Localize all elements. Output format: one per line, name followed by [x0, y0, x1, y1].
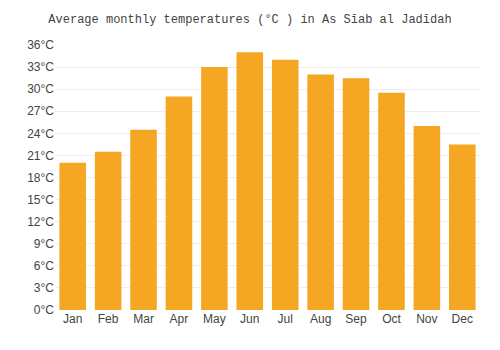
svg-text:30°C: 30°C: [27, 82, 54, 96]
svg-text:15°C: 15°C: [27, 193, 54, 207]
svg-text:Oct: Oct: [382, 312, 401, 326]
svg-text:Jan: Jan: [63, 312, 82, 326]
svg-text:Jun: Jun: [240, 312, 259, 326]
svg-text:Jul: Jul: [278, 312, 293, 326]
svg-text:36°C: 36°C: [27, 38, 54, 52]
svg-text:0°C: 0°C: [34, 303, 54, 317]
svg-text:Average monthly temperatures (: Average monthly temperatures (°C ) in As…: [48, 13, 451, 27]
svg-text:Feb: Feb: [98, 312, 119, 326]
svg-text:9°C: 9°C: [34, 237, 54, 251]
svg-text:12°C: 12°C: [27, 215, 54, 229]
svg-text:24°C: 24°C: [27, 127, 54, 141]
svg-text:Mar: Mar: [133, 312, 154, 326]
svg-text:Dec: Dec: [452, 312, 473, 326]
svg-text:May: May: [203, 312, 226, 326]
svg-text:Apr: Apr: [170, 312, 189, 326]
svg-text:6°C: 6°C: [34, 259, 54, 273]
svg-text:Nov: Nov: [416, 312, 437, 326]
svg-text:18°C: 18°C: [27, 171, 54, 185]
svg-text:Sep: Sep: [345, 312, 367, 326]
svg-text:Aug: Aug: [310, 312, 331, 326]
svg-text:33°C: 33°C: [27, 60, 54, 74]
svg-text:27°C: 27°C: [27, 104, 54, 118]
svg-text:3°C: 3°C: [34, 281, 54, 295]
svg-text:21°C: 21°C: [27, 149, 54, 163]
